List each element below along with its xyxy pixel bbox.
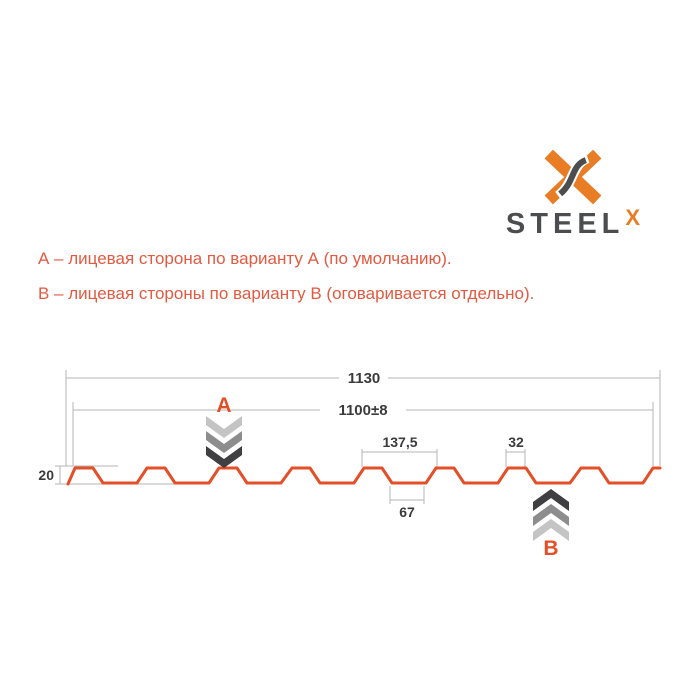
variant-a-chevrons-icon bbox=[206, 416, 242, 468]
dim-label-working: 1100±8 bbox=[338, 402, 387, 419]
variant-a-letter: A bbox=[216, 394, 231, 417]
profile-outline bbox=[66, 466, 662, 486]
variant-notes: А – лицевая сторона по варианту А (по ум… bbox=[38, 250, 598, 320]
dim-label-rib-top: 32 bbox=[508, 434, 524, 450]
note-line-b: В – лицевая стороны по варианту В (огова… bbox=[38, 284, 535, 303]
dim-rib-top-32: 32 bbox=[505, 434, 526, 467]
brand-text: STEEL bbox=[505, 208, 625, 240]
dim-label-height: 20 bbox=[38, 467, 54, 483]
dim-rib-bottom-67: 67 bbox=[389, 486, 425, 520]
dim-label-pitch: 137,5 bbox=[382, 434, 417, 450]
dim-height-20: 20 bbox=[38, 465, 205, 485]
dim-working-1100: 1100±8 bbox=[72, 402, 654, 466]
brand-wordmark: STEELX bbox=[488, 205, 658, 240]
profile-diagram: 1130 1100±8 137,5 32 bbox=[38, 370, 662, 560]
steelx-x-mark-icon bbox=[544, 149, 602, 205]
variant-b-marker: B bbox=[533, 489, 569, 560]
dim-label-rib-bottom: 67 bbox=[399, 504, 415, 520]
dim-label-overall: 1130 bbox=[348, 370, 381, 387]
steelx-logo: STEELX bbox=[488, 146, 658, 239]
dim-pitch-137-5: 137,5 bbox=[361, 434, 438, 467]
variant-a-marker: A bbox=[206, 394, 242, 468]
variant-b-chevrons-icon bbox=[533, 489, 569, 541]
brand-superscript-x: X bbox=[625, 205, 641, 230]
variant-b-letter: B bbox=[543, 537, 558, 560]
dim-overall-1130: 1130 bbox=[65, 370, 661, 466]
note-line-a: А – лицевая сторона по варианту А (по ум… bbox=[38, 249, 452, 268]
